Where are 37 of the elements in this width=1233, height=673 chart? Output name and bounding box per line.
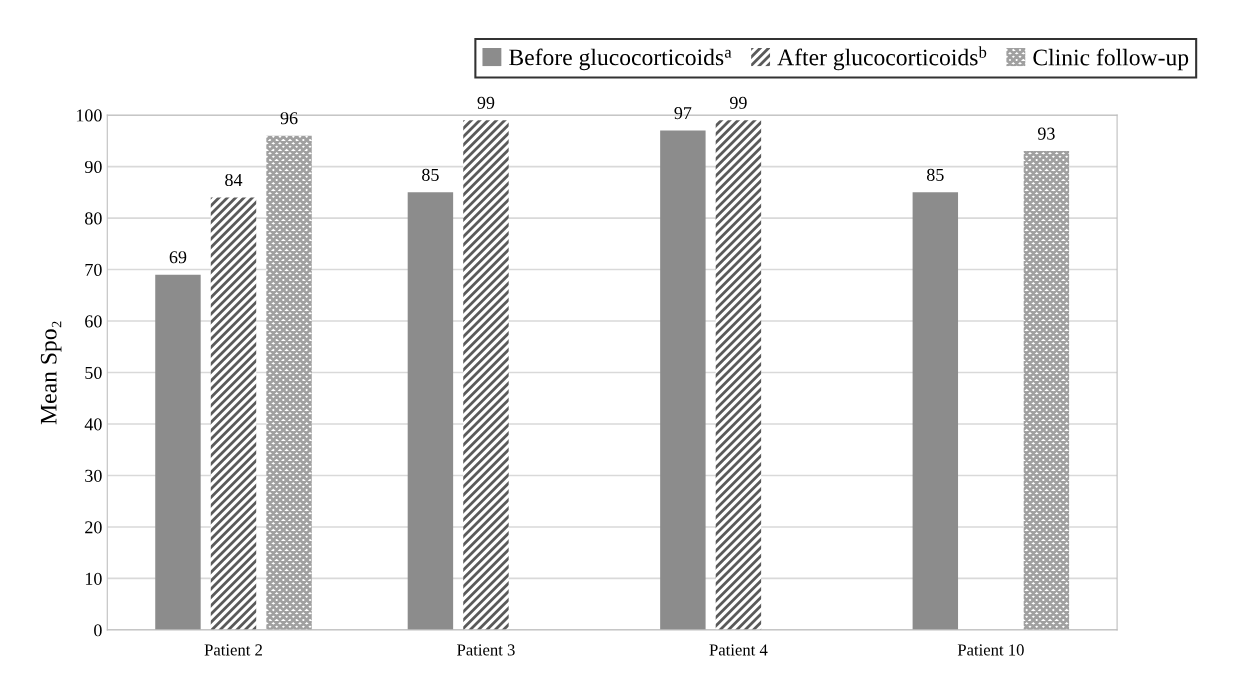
x-tick-label: Patient 3: [457, 644, 515, 656]
data-label: 99: [729, 96, 747, 109]
bar: [210, 197, 257, 630]
y-axis-title: Mean Spo₂: [40, 321, 62, 425]
y-tick-label: 10: [85, 572, 102, 585]
y-tick-label: 20: [85, 521, 102, 534]
data-label: 93: [1037, 127, 1055, 140]
legend-label: After glucocorticoids$^{b}$: [777, 46, 987, 71]
bar: [912, 192, 959, 630]
bar: [407, 192, 454, 630]
data-label: 84: [225, 173, 243, 187]
y-tick-label: 60: [85, 315, 102, 328]
data-label: 97: [674, 107, 692, 120]
y-tick-label: 80: [85, 212, 102, 225]
bar: [660, 130, 706, 630]
y-tick-label: 100: [76, 109, 102, 122]
data-label: 85: [926, 168, 944, 181]
y-tick-label: 50: [85, 366, 102, 379]
legend-label: Clinic follow-up: [1033, 48, 1189, 71]
data-label: 99: [477, 96, 495, 109]
y-tick-label: 70: [85, 263, 102, 276]
legend-label: Before glucocorticoids$^{a}$: [509, 48, 732, 71]
bar: [463, 120, 509, 630]
y-tick-label: 90: [84, 160, 102, 174]
bar: [715, 120, 762, 630]
bar: [155, 274, 201, 630]
bar: [1023, 151, 1070, 630]
x-tick-label: Patient 10: [957, 644, 1024, 656]
data-label: 85: [422, 168, 439, 181]
y-tick-label: 40: [84, 418, 102, 431]
y-tick-label: 30: [85, 469, 102, 482]
data-label: 69: [169, 251, 187, 264]
bar: [266, 135, 312, 630]
y-tick-label: 0: [94, 624, 102, 637]
x-tick-label: Patient 4: [709, 644, 768, 656]
x-tick-label: Patient 2: [204, 644, 262, 656]
data-label: 96: [280, 112, 298, 125]
